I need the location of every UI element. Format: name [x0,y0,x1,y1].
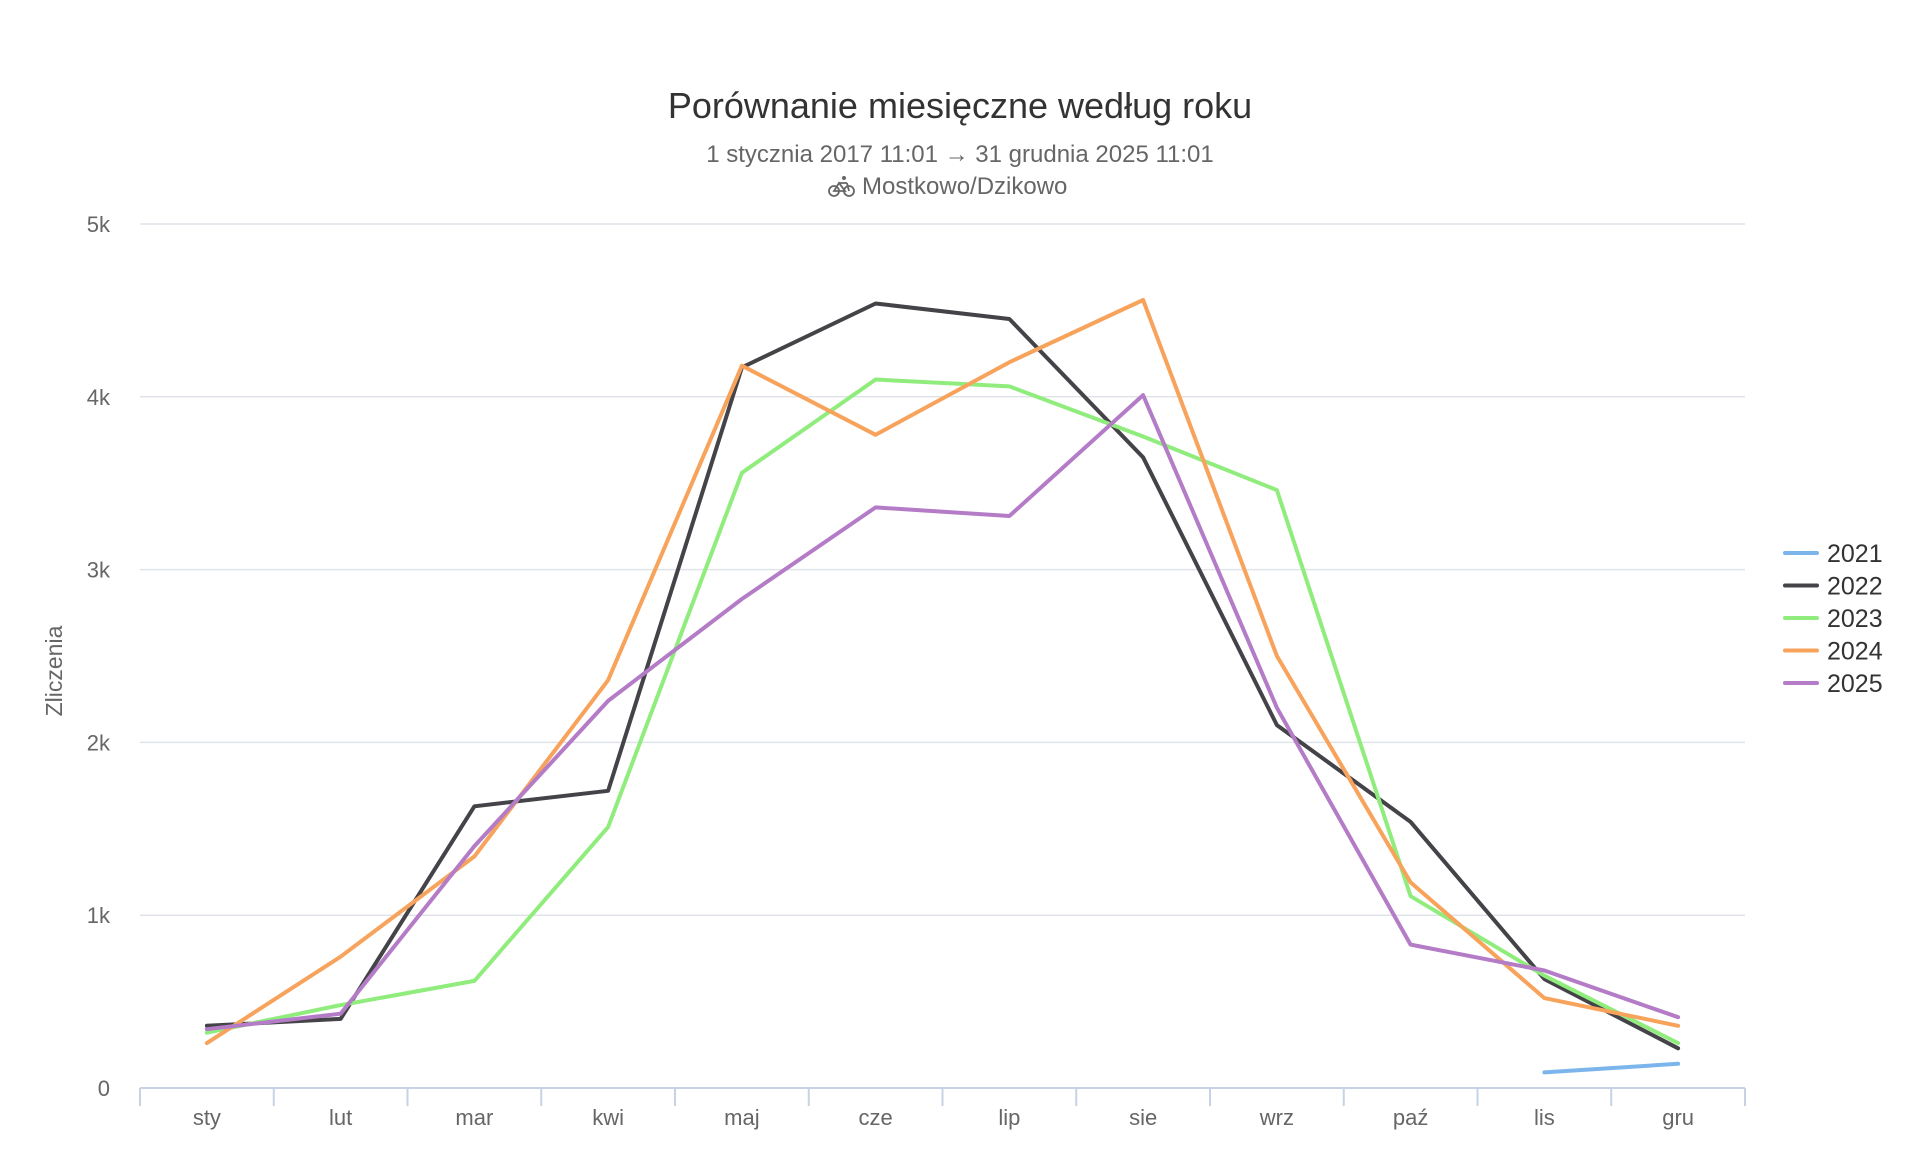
legend: 2021 2022 2023 2024 2025 [1783,540,1883,698]
x-tick-label-lip: lip [998,1105,1020,1130]
x-tick-label-gru: gru [1662,1105,1694,1130]
legend-item-2022[interactable]: 2022 [1783,573,1883,601]
x-tick-label-lut: lut [329,1105,352,1130]
x-tick-label-cze: cze [859,1105,893,1130]
chart-subtitle-location: Mostkowo/Dzikowo [828,173,1067,200]
x-tick-label-kwi: kwi [592,1105,624,1130]
legend-item-2024[interactable]: 2024 [1783,638,1883,666]
series-line-2023[interactable] [204,377,1681,1046]
y-tick-label-3: 3k [87,558,111,583]
x-tick-label-maj: maj [724,1105,759,1130]
chart-subtitle-dates: 1 stycznia 2017 11:01 → 31 grudnia 2025 … [706,141,1213,168]
series-line-2022[interactable] [204,301,1681,1051]
x-tick-label-sie: sie [1129,1105,1157,1130]
y-tick-label-5: 5k [87,212,111,237]
y-tick-label-2: 2k [87,730,111,755]
x-axis: sty lut mar kwi maj cze lip sie wrz paź lis gru [139,1087,1746,1130]
legend-label-2021: 2021 [1827,540,1883,568]
x-tick-label-lis: lis [1534,1105,1555,1130]
series-line-2024[interactable] [204,298,1681,1046]
chart-title: Porównanie miesięczne według roku [668,85,1252,126]
legend-label-2024: 2024 [1827,638,1883,666]
series-line-2025[interactable] [204,393,1681,1032]
legend-label-2023: 2023 [1827,605,1883,633]
x-tick-label-mar: mar [455,1105,493,1130]
y-axis-ticks: 0 1k 2k 3k 4k 5k [87,212,111,1101]
legend-label-2022: 2022 [1827,573,1883,601]
series-lines [204,298,1681,1075]
x-tick-label-paź: paź [1393,1105,1428,1130]
x-tick-label-sty: sty [193,1105,221,1130]
y-tick-label-0: 0 [98,1076,110,1101]
y-axis-title: Zliczenia [41,625,67,716]
series-line-2021[interactable] [1542,1061,1681,1075]
y-tick-label-1: 1k [87,903,111,928]
grid-lines [140,223,1745,916]
legend-item-2021[interactable]: 2021 [1783,540,1883,568]
legend-label-2025: 2025 [1827,670,1883,698]
y-tick-label-4: 4k [87,385,111,410]
bicycle-icon [828,176,855,197]
legend-item-2023[interactable]: 2023 [1783,605,1883,633]
location-label: Mostkowo/Dzikowo [862,173,1067,200]
x-tick-label-wrz: wrz [1259,1105,1294,1130]
legend-item-2025[interactable]: 2025 [1783,670,1883,698]
